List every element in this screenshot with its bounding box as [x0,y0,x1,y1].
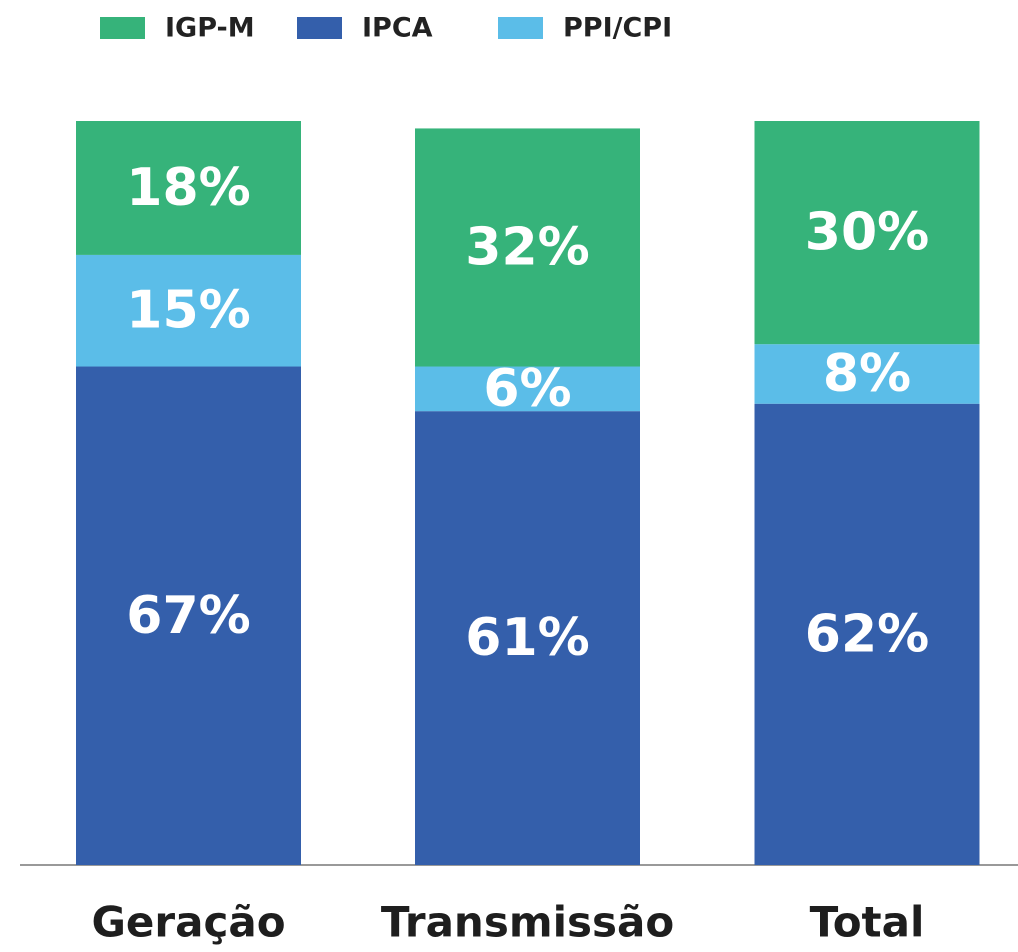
data-label: 18% [126,158,250,218]
bar-segment [754,121,980,345]
data-label: 67% [126,586,250,646]
bar-segment [754,403,980,865]
x-tick-label: Geração [91,898,285,947]
legend-label: IPCA [362,13,433,44]
legend-swatch [100,17,145,39]
data-label: 15% [126,281,250,341]
bar-segment [754,344,980,404]
x-tick-label: Transmissão [381,898,674,947]
legend-label: IGP-M [165,13,255,44]
data-label: 61% [465,608,589,668]
bar-segment [415,128,640,367]
legend-label: PPI/CPI [563,13,672,44]
bar-segment [415,411,640,865]
data-label: 62% [805,604,929,664]
data-label: 32% [465,217,589,277]
bar-segment [76,121,301,255]
bar-segment [415,366,640,412]
legend-swatch [498,17,543,39]
x-tick-label: Total [810,898,925,947]
legend-swatch [297,17,342,39]
data-label: 6% [483,359,571,419]
data-label: 8% [823,344,911,404]
data-label: 30% [805,203,929,263]
bar-segment [76,254,301,367]
bar-segment [76,366,301,865]
